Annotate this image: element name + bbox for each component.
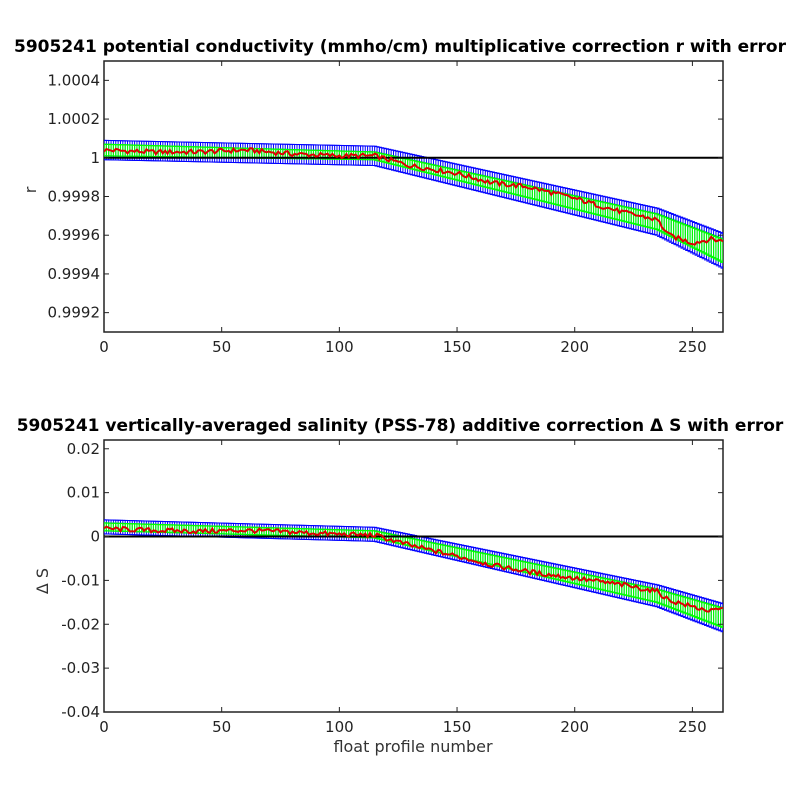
x-tick-label: 200 bbox=[560, 718, 589, 736]
conductivity-correction-panel: 5905241 potential conductivity (mmho/cm)… bbox=[14, 37, 787, 356]
x-tick-label: 0 bbox=[99, 718, 109, 736]
y-tick-label: 0.9996 bbox=[48, 226, 101, 244]
measured-series-line bbox=[104, 525, 723, 613]
salinity-correction-panel: 5905241 vertically-averaged salinity (PS… bbox=[17, 416, 784, 756]
x-tick-label: 150 bbox=[443, 718, 472, 736]
x-tick-label: 200 bbox=[560, 338, 589, 356]
y-tick-label: 1 bbox=[90, 149, 100, 167]
panel-title: 5905241 vertically-averaged salinity (PS… bbox=[17, 416, 784, 436]
data-layer bbox=[104, 139, 723, 269]
x-tick-label: 250 bbox=[678, 718, 707, 736]
y-tick-label: 1.0004 bbox=[48, 71, 101, 89]
plot-area bbox=[103, 60, 724, 333]
y-tick-label: 0.9992 bbox=[48, 304, 101, 322]
x-tick-label: 50 bbox=[212, 338, 231, 356]
x-tick-label: 150 bbox=[443, 338, 472, 356]
y-tick-label: -0.03 bbox=[61, 659, 100, 677]
x-tick-label: 0 bbox=[99, 338, 109, 356]
panel-title: 5905241 potential conductivity (mmho/cm)… bbox=[14, 37, 787, 57]
y-tick-label: -0.01 bbox=[61, 571, 100, 589]
x-tick-label: 250 bbox=[678, 338, 707, 356]
y-tick-label: 0.02 bbox=[67, 440, 100, 458]
y-tick-label: 0.9994 bbox=[48, 265, 101, 283]
x-tick-label: 50 bbox=[212, 718, 231, 736]
x-tick-label: 100 bbox=[325, 338, 354, 356]
y-axis-label: r bbox=[21, 186, 40, 193]
measured-series-line bbox=[104, 146, 723, 246]
y-axis-label: Δ S bbox=[33, 568, 52, 594]
x-tick-label: 100 bbox=[325, 718, 354, 736]
y-tick-label: 0 bbox=[90, 528, 100, 546]
y-tick-label: -0.04 bbox=[61, 703, 100, 721]
y-tick-label: 0.01 bbox=[67, 484, 100, 502]
plot-area bbox=[103, 439, 724, 713]
y-tick-label: 0.9998 bbox=[48, 188, 101, 206]
y-tick-label: 1.0002 bbox=[48, 110, 101, 128]
y-tick-label: -0.02 bbox=[61, 615, 100, 633]
data-layer bbox=[104, 519, 723, 633]
x-axis-label: float profile number bbox=[333, 737, 493, 756]
